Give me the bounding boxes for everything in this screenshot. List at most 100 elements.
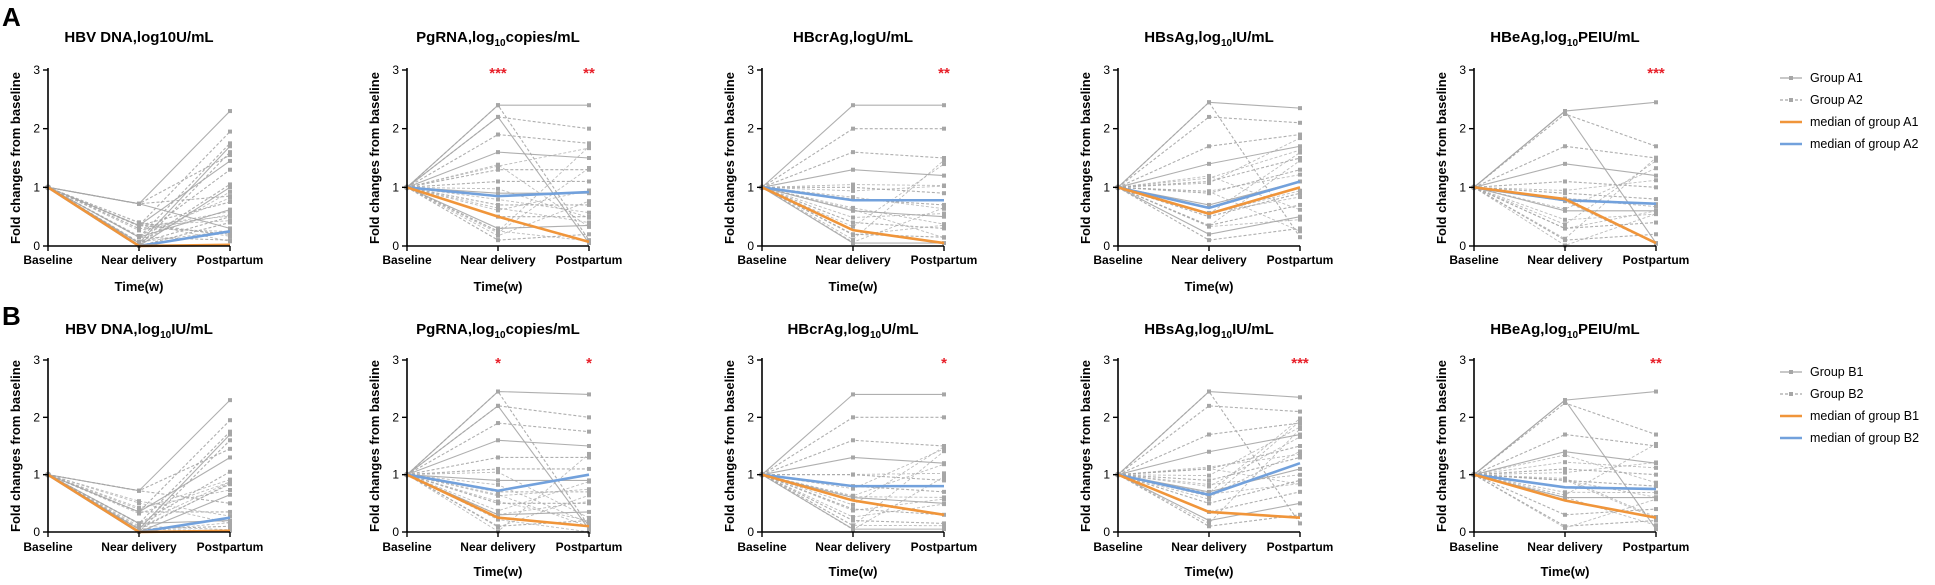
individual-line xyxy=(761,186,945,239)
title-part: HBV DNA,log xyxy=(65,321,160,338)
individual-line xyxy=(47,110,231,205)
y-axis-label: Fold changes from baseline xyxy=(367,72,382,244)
individual-point xyxy=(228,487,232,492)
y-tick-label: 1 xyxy=(747,180,754,194)
individual-point xyxy=(1298,432,1302,437)
individual-point xyxy=(1207,389,1211,394)
individual-point xyxy=(1207,478,1211,483)
individual-point xyxy=(1654,173,1658,178)
individual-point xyxy=(1207,100,1211,105)
chart-title: PgRNA,log10copies/mL xyxy=(416,29,580,49)
title-part: copies/mL xyxy=(506,29,580,46)
y-tick-label: 0 xyxy=(747,239,754,253)
individual-lines xyxy=(45,398,232,534)
individual-point xyxy=(496,517,500,522)
y-tick-label: 2 xyxy=(747,410,754,424)
x-tick-label: Baseline xyxy=(382,540,432,554)
individual-point xyxy=(1563,466,1567,471)
y-tick-label: 1 xyxy=(33,180,40,194)
median-group2-line xyxy=(761,473,944,488)
x-tick-label: Baseline xyxy=(1093,253,1143,267)
median-group1-line xyxy=(406,473,590,528)
individual-point xyxy=(587,126,591,131)
x-tick-label: Near delivery xyxy=(1171,253,1247,267)
individual-point xyxy=(587,518,591,523)
individual-point xyxy=(587,103,591,108)
x-axis-label: Time(w) xyxy=(474,279,523,294)
individual-point xyxy=(1207,497,1211,502)
median-group2-line xyxy=(406,186,590,198)
individual-point xyxy=(1654,490,1658,495)
y-tick-label: 3 xyxy=(747,63,754,77)
individual-point xyxy=(228,200,232,204)
individual-point xyxy=(1563,161,1567,166)
individual-point xyxy=(587,499,591,504)
individual-point xyxy=(851,240,855,245)
individual-line xyxy=(47,474,231,515)
individual-point xyxy=(587,232,591,237)
x-tick-label: Postpartum xyxy=(556,540,623,554)
individual-point xyxy=(228,501,232,506)
individual-point xyxy=(1654,497,1658,502)
individual-point xyxy=(137,511,141,516)
individual-line xyxy=(1473,399,1657,530)
y-tick-label: 1 xyxy=(392,468,399,482)
individual-point xyxy=(496,202,500,207)
individual-lines xyxy=(45,109,232,248)
individual-point xyxy=(1298,207,1302,212)
individual-point xyxy=(942,235,946,240)
individual-point xyxy=(1298,449,1302,454)
title-part: HBV DNA,log10U/mL xyxy=(64,29,213,46)
individual-point xyxy=(228,518,232,523)
chart-title: HBeAg,log10PEIU/mL xyxy=(1490,29,1639,49)
individual-line xyxy=(761,456,945,476)
panel-label-b: B xyxy=(2,301,21,331)
x-tick-label: Baseline xyxy=(23,540,73,554)
individual-point xyxy=(1298,395,1302,400)
y-tick-label: 3 xyxy=(1459,353,1466,367)
individual-point xyxy=(228,438,232,443)
title-part: HBsAg,log xyxy=(1144,29,1221,46)
y-tick-label: 0 xyxy=(392,525,399,539)
chart-title: PgRNA,log10copies/mL xyxy=(416,321,580,341)
individual-point xyxy=(496,438,500,443)
individual-point xyxy=(228,189,232,194)
individual-point xyxy=(1207,176,1211,181)
y-tick-label: 2 xyxy=(33,410,40,424)
individual-point xyxy=(496,470,500,475)
title-part: IU/mL xyxy=(1232,321,1274,338)
individual-point xyxy=(1298,452,1302,457)
y-axis-label: Fold changes from baseline xyxy=(1078,72,1093,244)
individual-point xyxy=(851,237,855,242)
x-tick-label: Near delivery xyxy=(460,540,536,554)
individual-point xyxy=(1563,401,1567,405)
individual-line xyxy=(761,128,944,188)
y-tick-label: 3 xyxy=(392,353,399,367)
x-tick-label: Postpartum xyxy=(911,540,978,554)
individual-point xyxy=(1298,472,1302,477)
individual-point xyxy=(1654,220,1658,225)
chart-title: HBcrAg,logU/mL xyxy=(793,29,913,46)
individual-point xyxy=(1563,207,1567,212)
individual-point xyxy=(587,479,591,484)
individual-point xyxy=(496,132,500,137)
individual-line xyxy=(761,104,944,188)
title-part: PgRNA,log xyxy=(416,29,494,46)
individual-line xyxy=(1473,163,1657,188)
x-axis-label: Time(w) xyxy=(829,564,878,579)
individual-point xyxy=(1654,444,1658,448)
median-group1-line xyxy=(1473,186,1657,245)
individual-point xyxy=(137,226,141,231)
individual-line xyxy=(47,186,231,227)
individual-point xyxy=(1207,524,1211,529)
individual-point xyxy=(496,403,500,408)
x-tick-label: Baseline xyxy=(1449,253,1499,267)
individual-line xyxy=(1473,443,1657,496)
individual-point xyxy=(942,162,946,167)
individual-line xyxy=(47,474,231,524)
individual-line xyxy=(1473,157,1657,240)
individual-point xyxy=(1207,484,1211,489)
individual-lines xyxy=(1471,389,1658,532)
